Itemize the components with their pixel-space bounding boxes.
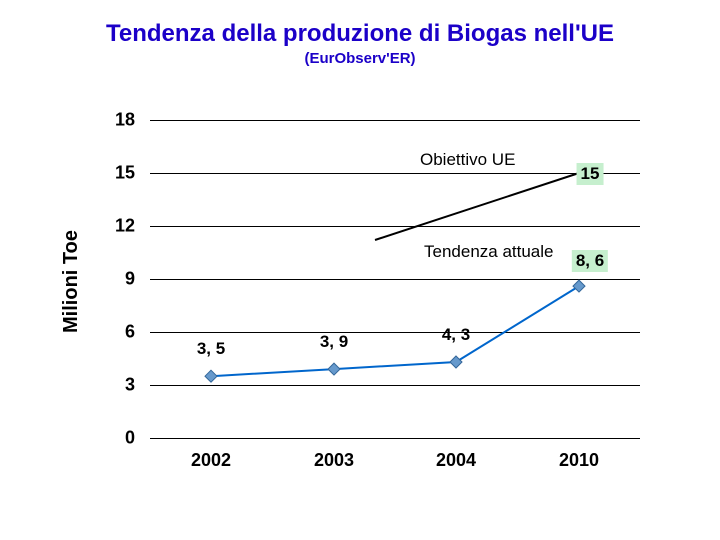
data-label: 4, 3 <box>438 324 474 346</box>
y-tick: 12 <box>85 216 135 237</box>
chart-title: Tendenza della produzione di Biogas nell… <box>0 20 720 48</box>
y-tick: 15 <box>85 163 135 184</box>
plot-area: 18 15 12 9 6 3 0 2002 2003 2004 2010 3, … <box>150 120 640 438</box>
y-tick: 9 <box>85 269 135 290</box>
x-tick: 2004 <box>416 450 496 471</box>
annotation-obiettivo: Obiettivo UE <box>420 150 515 170</box>
chart-svg <box>150 120 640 438</box>
chart-area: Milioni Toe 18 15 12 9 6 3 0 2002 2003 2… <box>80 110 660 510</box>
chart-subtitle: (EurObserv'ER) <box>0 50 720 67</box>
data-label: 3, 5 <box>193 338 229 360</box>
data-label-target: 15 <box>577 163 604 185</box>
annotation-attuale: Tendenza attuale <box>424 242 554 262</box>
y-tick: 0 <box>85 428 135 449</box>
data-label: 8, 6 <box>572 250 608 272</box>
y-tick: 6 <box>85 322 135 343</box>
line-obiettivo <box>375 173 579 240</box>
line-attuale <box>211 286 579 376</box>
x-tick: 2003 <box>294 450 374 471</box>
markers-attuale <box>205 280 585 382</box>
x-tick: 2002 <box>171 450 251 471</box>
y-tick: 18 <box>85 110 135 131</box>
y-tick: 3 <box>85 375 135 396</box>
y-axis-label: Milioni Toe <box>60 230 83 333</box>
data-label: 3, 9 <box>316 331 352 353</box>
x-tick: 2010 <box>539 450 619 471</box>
gridline <box>150 438 640 439</box>
